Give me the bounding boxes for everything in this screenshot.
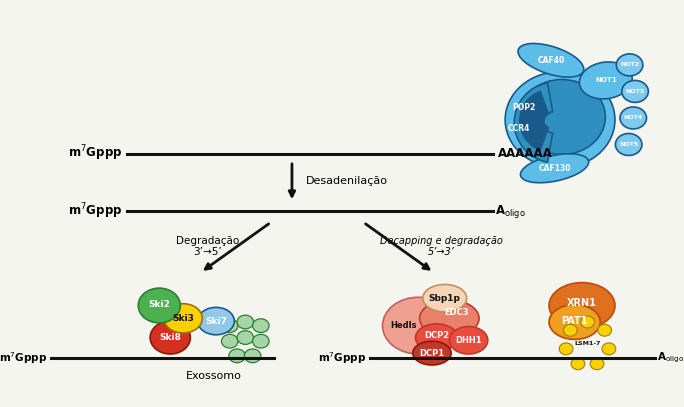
Text: Desadenilação: Desadenilação xyxy=(306,176,388,186)
Text: Ski3: Ski3 xyxy=(172,314,194,323)
Text: 3’→5’: 3’→5’ xyxy=(194,247,222,258)
Text: AAAAAA: AAAAAA xyxy=(498,147,553,160)
Text: DCP2: DCP2 xyxy=(424,331,449,340)
Ellipse shape xyxy=(244,349,261,363)
Ellipse shape xyxy=(590,358,604,370)
Wedge shape xyxy=(514,83,553,162)
Text: NOT2: NOT2 xyxy=(620,62,639,68)
Ellipse shape xyxy=(560,343,573,355)
Text: NOT5: NOT5 xyxy=(619,142,638,147)
Text: XRN1: XRN1 xyxy=(567,298,597,308)
Ellipse shape xyxy=(252,334,269,348)
Ellipse shape xyxy=(616,54,643,76)
Text: CCR4: CCR4 xyxy=(508,125,530,133)
Text: 5’→3’: 5’→3’ xyxy=(428,247,455,256)
Ellipse shape xyxy=(237,330,254,344)
Ellipse shape xyxy=(423,284,466,312)
Text: Degradação: Degradação xyxy=(176,236,239,247)
Text: CAF130: CAF130 xyxy=(538,164,571,173)
Text: LSM1-7: LSM1-7 xyxy=(575,341,601,346)
Ellipse shape xyxy=(505,72,615,168)
Ellipse shape xyxy=(518,79,605,155)
Text: Ski7: Ski7 xyxy=(205,317,227,326)
Ellipse shape xyxy=(598,324,611,336)
Text: PAT1: PAT1 xyxy=(562,316,588,326)
Ellipse shape xyxy=(620,107,646,129)
Text: Exossomo: Exossomo xyxy=(186,371,242,381)
Ellipse shape xyxy=(602,343,616,355)
Ellipse shape xyxy=(415,324,458,351)
Text: DCP1: DCP1 xyxy=(419,349,445,358)
Wedge shape xyxy=(520,92,549,150)
Text: m$^7$Gppp: m$^7$Gppp xyxy=(0,350,48,365)
Text: NOT3: NOT3 xyxy=(625,89,644,94)
Text: A$_{\rm oligo}$: A$_{\rm oligo}$ xyxy=(495,203,526,220)
Ellipse shape xyxy=(549,304,601,339)
Ellipse shape xyxy=(571,358,585,370)
Ellipse shape xyxy=(616,133,642,155)
Text: Sbp1p: Sbp1p xyxy=(429,294,461,303)
Ellipse shape xyxy=(521,154,589,183)
Text: EDC3: EDC3 xyxy=(445,309,469,317)
Text: Ski8: Ski8 xyxy=(159,333,181,342)
Ellipse shape xyxy=(518,44,584,77)
Text: NOT1: NOT1 xyxy=(595,77,617,83)
Text: m$^7$Gppp: m$^7$Gppp xyxy=(318,350,366,365)
Ellipse shape xyxy=(622,81,648,103)
Text: NOT4: NOT4 xyxy=(624,116,643,120)
Ellipse shape xyxy=(138,288,181,323)
Text: DHH1: DHH1 xyxy=(456,336,482,345)
Text: POP2: POP2 xyxy=(512,103,535,112)
Ellipse shape xyxy=(412,341,451,365)
Ellipse shape xyxy=(564,324,577,336)
Text: CAF40: CAF40 xyxy=(537,56,564,65)
Ellipse shape xyxy=(222,319,238,333)
Ellipse shape xyxy=(579,62,632,99)
Text: Ski2: Ski2 xyxy=(148,300,170,309)
Text: m$^7$Gppp: m$^7$Gppp xyxy=(68,201,122,221)
Ellipse shape xyxy=(222,334,238,348)
Ellipse shape xyxy=(549,282,615,328)
Ellipse shape xyxy=(237,315,254,329)
Ellipse shape xyxy=(150,321,190,354)
Ellipse shape xyxy=(252,319,269,333)
Ellipse shape xyxy=(382,297,454,354)
Ellipse shape xyxy=(198,307,235,335)
Ellipse shape xyxy=(164,304,202,333)
Ellipse shape xyxy=(419,300,479,337)
Ellipse shape xyxy=(229,349,246,363)
Text: Hedls: Hedls xyxy=(391,321,417,330)
Ellipse shape xyxy=(449,326,488,354)
Text: Decapping e degradação: Decapping e degradação xyxy=(380,236,503,245)
Ellipse shape xyxy=(581,316,594,328)
Text: A$_{\rm oligo}$: A$_{\rm oligo}$ xyxy=(657,350,684,365)
Text: m$^7$Gppp: m$^7$Gppp xyxy=(68,144,122,164)
